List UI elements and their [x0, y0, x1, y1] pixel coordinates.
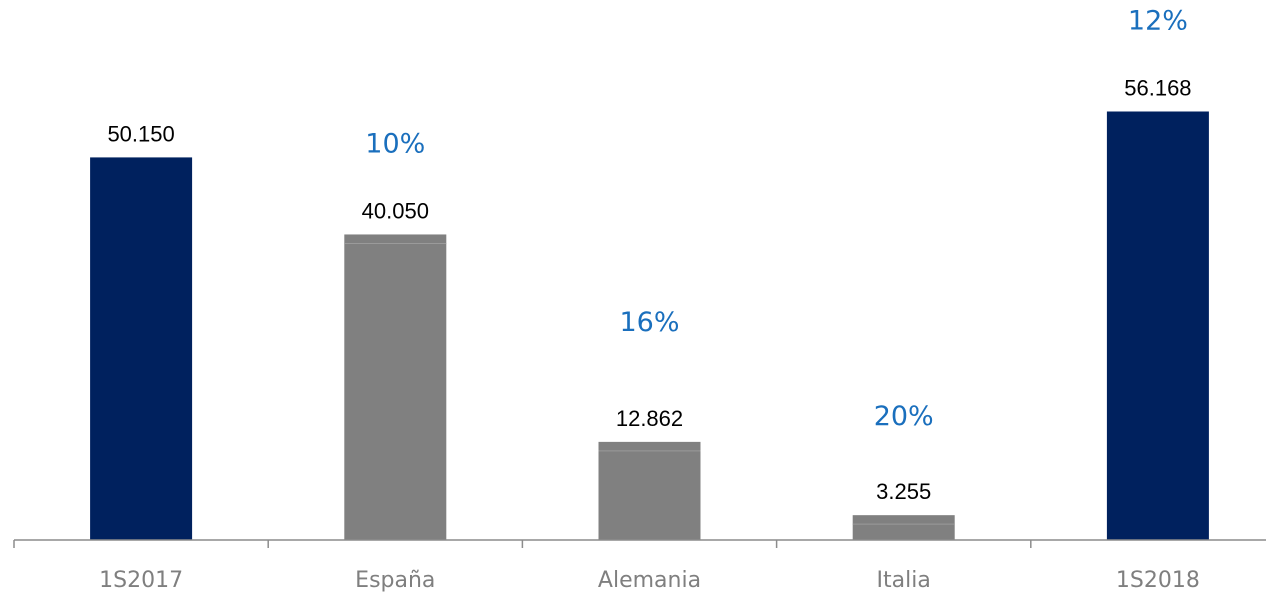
- percent-label-1: 10%: [365, 128, 425, 159]
- data-label-1: 40.050: [362, 198, 429, 223]
- x-tick-label-4: 1S2018: [1116, 568, 1200, 592]
- bar-4: [1106, 111, 1209, 541]
- bar-1: [344, 234, 447, 540]
- x-tick-label-0: 1S2017: [99, 568, 183, 592]
- x-tick-label-1: España: [355, 568, 435, 592]
- data-label-2: 12.862: [616, 406, 683, 431]
- percent-label-2: 16%: [619, 307, 679, 338]
- bar-2: [598, 441, 701, 540]
- bar-0: [90, 157, 193, 541]
- percent-label-4: 12%: [1128, 5, 1188, 36]
- x-tick-label-2: Alemania: [598, 568, 701, 592]
- bar-3: [852, 515, 955, 540]
- data-label-4: 56.168: [1124, 75, 1191, 100]
- percent-label-3: 20%: [874, 401, 934, 432]
- data-label-0: 50.150: [107, 121, 174, 146]
- data-label-3: 3.255: [876, 479, 931, 504]
- x-tick-label-3: Italia: [877, 568, 931, 592]
